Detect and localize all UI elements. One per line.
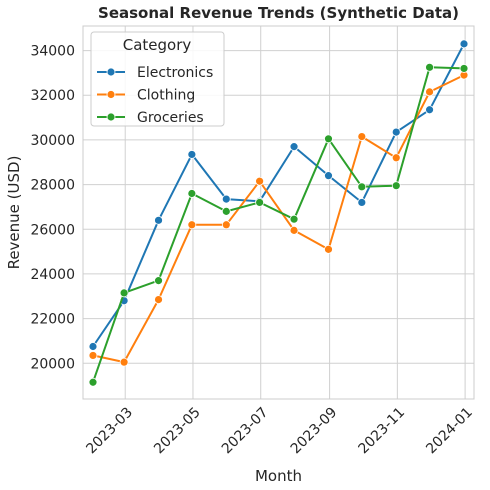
data-point-clothing <box>289 225 299 235</box>
y-tick-label: 32000 <box>30 88 75 104</box>
legend-label: Groceries <box>137 110 204 126</box>
x-tick-label: 2023-09 <box>288 405 341 458</box>
data-point-electronics <box>289 142 299 152</box>
x-axis: 2023-03 2023-05 2023-07 2023-09 2023-11 2024-… <box>83 405 476 458</box>
data-point-groceries <box>154 276 163 286</box>
x-tick-label: 2023-05 <box>151 405 204 458</box>
legend-marker <box>106 112 116 122</box>
y-tick-label: 28000 <box>30 178 75 194</box>
data-point-electronics <box>425 105 434 115</box>
legend-item-clothing: Clothing <box>97 88 195 104</box>
x-axis-title: Month <box>255 467 302 485</box>
series-clothing <box>88 70 469 367</box>
series-groceries <box>88 62 469 387</box>
chart-title: Seasonal Revenue Trends (Synthetic Data) <box>98 4 459 22</box>
data-point-clothing <box>187 220 197 230</box>
data-point-electronics <box>221 194 231 204</box>
legend-label: Clothing <box>137 88 195 104</box>
data-point-clothing <box>119 357 129 367</box>
data-point-clothing <box>255 176 265 186</box>
series-line-clothing <box>92 74 465 364</box>
data-point-groceries <box>391 181 401 191</box>
x-tick-label: 2024-01 <box>423 405 476 458</box>
series-layer <box>88 39 469 387</box>
data-point-groceries <box>425 62 434 72</box>
x-tick-label: 2023-11 <box>356 405 409 458</box>
legend-title: Category <box>123 36 192 54</box>
legend-label: Electronics <box>137 65 213 81</box>
series-line-electronics <box>92 43 465 348</box>
data-point-groceries <box>187 189 197 198</box>
y-tick-label: 24000 <box>30 267 75 283</box>
data-point-groceries <box>119 288 129 298</box>
data-point-groceries <box>357 182 367 192</box>
data-point-groceries <box>289 214 299 224</box>
data-point-electronics <box>357 198 367 207</box>
data-point-clothing <box>88 351 98 360</box>
data-point-electronics <box>391 127 401 137</box>
x-tick-label: 2023-07 <box>219 405 272 458</box>
data-point-groceries <box>88 377 98 387</box>
data-point-electronics <box>324 171 333 181</box>
legend: Category Electronics Clothing Groceries <box>90 31 225 127</box>
y-axis: 20000 22000 24000 26000 28000 30000 32000 34000 <box>30 44 75 373</box>
legend-box <box>90 31 225 127</box>
data-point-groceries <box>324 134 333 144</box>
data-point-groceries <box>255 198 265 207</box>
data-point-clothing <box>425 87 434 97</box>
legend-item-electronics: Electronics <box>97 65 213 81</box>
data-point-clothing <box>324 244 333 254</box>
data-point-electronics <box>187 150 197 159</box>
grid <box>83 26 474 399</box>
data-point-clothing <box>154 295 163 305</box>
y-tick-label: 22000 <box>30 312 75 328</box>
data-point-clothing <box>221 220 231 230</box>
data-point-clothing <box>391 153 401 163</box>
legend-marker <box>106 90 116 99</box>
y-tick-label: 20000 <box>30 356 75 372</box>
y-axis-title: Revenue (USD) <box>5 156 23 270</box>
plot-frame <box>82 25 475 400</box>
data-point-electronics <box>154 215 163 225</box>
data-point-groceries <box>221 206 231 216</box>
series-line-groceries <box>92 66 465 383</box>
legend-item-groceries: Groceries <box>97 110 204 126</box>
legend-marker <box>106 67 116 77</box>
data-point-electronics <box>459 39 469 49</box>
data-point-groceries <box>459 64 469 73</box>
data-point-electronics <box>88 342 98 351</box>
series-electronics <box>88 39 469 351</box>
y-tick-label: 34000 <box>30 44 75 60</box>
y-tick-label: 26000 <box>30 222 75 238</box>
y-tick-label: 30000 <box>30 133 75 149</box>
x-tick-label: 2023-03 <box>83 405 136 458</box>
data-point-clothing <box>357 132 367 141</box>
